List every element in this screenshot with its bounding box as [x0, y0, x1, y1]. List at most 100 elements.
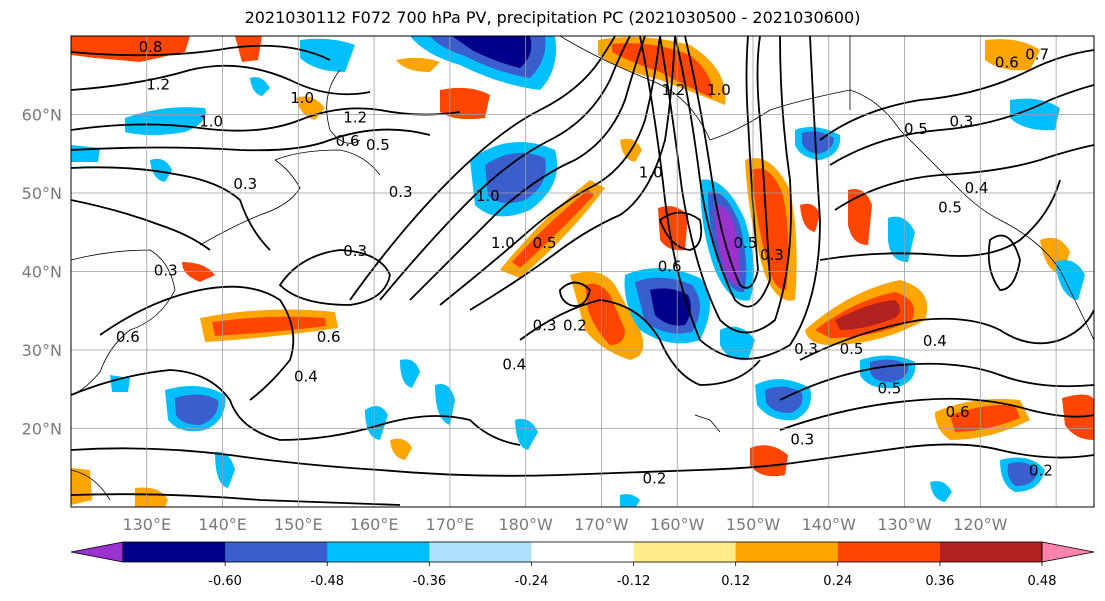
precip-positive-region	[182, 262, 215, 282]
pv-contour	[987, 234, 1021, 291]
contour-label: 0.6	[317, 328, 341, 346]
gridlines	[71, 36, 1094, 507]
latitude-labels: 60°N 50°N 40°N 30°N 20°N	[22, 106, 62, 439]
precip-positive-region	[135, 487, 168, 507]
precip-negative-region	[515, 418, 538, 450]
precip-negative-region	[175, 394, 219, 425]
pv-contour	[379, 36, 631, 301]
pv-contour	[71, 369, 521, 446]
colorbar-tick-label: -0.48	[310, 574, 344, 589]
precip-positive-region	[212, 316, 326, 336]
precip-negative-region	[802, 131, 834, 154]
pv-contour	[674, 36, 771, 308]
contour-label: 0.4	[502, 356, 526, 374]
longitude-label: 170°E	[426, 515, 475, 534]
contour-label: 0.5	[877, 379, 901, 397]
contour-label: 1.0	[491, 234, 515, 252]
contour-label: 0.6	[116, 328, 140, 346]
colorbar-segment	[633, 542, 737, 562]
pv-contour	[829, 84, 1094, 166]
colorbar-frame	[122, 541, 1043, 563]
north-america-coastline	[999, 219, 1094, 341]
contour-label: 1.0	[707, 81, 731, 99]
longitude-label: 130°W	[877, 515, 932, 534]
contour-label: 0.8	[139, 38, 163, 56]
contour-label: 0.3	[949, 112, 973, 130]
contour-label: 0.6	[658, 258, 682, 276]
colorbar: -0.60 -0.48 -0.36 -0.24 -0.12 0.12 0.24 0.36 0.4…	[70, 541, 1095, 589]
pv-contour	[469, 36, 676, 311]
pv-contour	[559, 281, 591, 307]
precip-negative-region	[720, 326, 755, 361]
contour-label: 0.3	[760, 246, 784, 264]
precip-positive-region	[848, 189, 872, 245]
precip-negative-region	[250, 77, 270, 96]
contour-label: 0.2	[643, 470, 667, 488]
colorbar-segment	[225, 542, 328, 562]
precip-negative-region	[71, 145, 100, 162]
precip-negative-region	[215, 451, 235, 488]
precip-shading	[71, 36, 1094, 507]
precip-positive-region	[612, 43, 713, 98]
contour-label: 0.4	[294, 367, 318, 385]
precip-negative-region	[365, 406, 388, 440]
colorbar-tick-label: 0.12	[721, 574, 750, 589]
contour-label: 0.2	[1029, 462, 1053, 480]
map-plot-area: 0.81.21.01.01.20.6 0.50.3 0.30.30.30.6 0.60…	[71, 36, 1094, 507]
precip-positive-region	[835, 300, 900, 330]
hawaii-coastline	[694, 414, 721, 433]
precip-positive-region	[752, 168, 789, 290]
pv-contour	[799, 309, 1094, 361]
precip-negative-region	[1007, 462, 1038, 486]
pv-contour	[639, 36, 821, 360]
pv-contour	[278, 249, 391, 306]
precip-positive-region	[750, 445, 788, 477]
precip-positive-region	[585, 283, 625, 345]
colorbar-segment	[327, 542, 430, 562]
precip-positive-region	[800, 203, 820, 232]
pv-contour	[658, 211, 703, 251]
precip-negative-region	[150, 158, 172, 182]
latitude-label: 60°N	[22, 106, 62, 125]
precip-negative-region	[930, 481, 952, 502]
pv-contour	[71, 493, 401, 506]
philippines-coastline	[71, 469, 111, 501]
longitude-labels: 130°E 140°E 150°E 160°E 170°E 180°W 170°W 160°W…	[122, 515, 1007, 534]
colorbar-tick-label: -0.36	[413, 574, 447, 589]
pv-contour	[71, 443, 1094, 477]
latitude-label: 40°N	[22, 263, 62, 282]
pv-contours	[71, 36, 1094, 506]
pv-contour	[71, 199, 211, 251]
colorbar-extend-high	[1041, 541, 1095, 563]
colorbar-segment	[531, 542, 635, 562]
precip-negative-region	[300, 38, 355, 72]
pv-contour	[684, 36, 759, 289]
pv-contour	[71, 107, 461, 132]
kuril-coastline	[274, 149, 381, 176]
asia-coastline	[71, 249, 176, 396]
map-frame	[70, 35, 1095, 508]
pv-contour	[409, 36, 646, 301]
pv-contour	[779, 397, 1094, 431]
contour-label: 0.5	[366, 136, 390, 154]
colorbar-segment	[939, 542, 1043, 562]
contour-label: 1.2	[662, 81, 686, 99]
colorbar-tick-label: -0.24	[515, 574, 549, 589]
pv-contour	[71, 128, 431, 152]
pv-contour	[779, 362, 1094, 401]
contour-label: 1.2	[343, 108, 367, 126]
contour-label: 1.0	[199, 112, 223, 130]
longitude-label: 150°W	[726, 515, 781, 534]
longitude-label: 140°W	[802, 515, 857, 534]
colorbar-extend-low	[70, 541, 124, 563]
contour-label: 0.5	[840, 340, 864, 358]
contour-labels: 0.81.21.01.01.20.6 0.50.3 0.30.30.30.6 0.60…	[116, 38, 1053, 488]
precip-negative-region	[125, 107, 206, 135]
colorbar-tick-label: 0.48	[1028, 574, 1057, 589]
precip-negative-region	[620, 494, 640, 507]
precip-negative-region	[888, 216, 915, 262]
precip-positive-region	[950, 404, 1020, 432]
latitude-label: 50°N	[22, 184, 62, 203]
colorbar-segment	[735, 542, 839, 562]
precip-positive-region	[390, 438, 412, 460]
